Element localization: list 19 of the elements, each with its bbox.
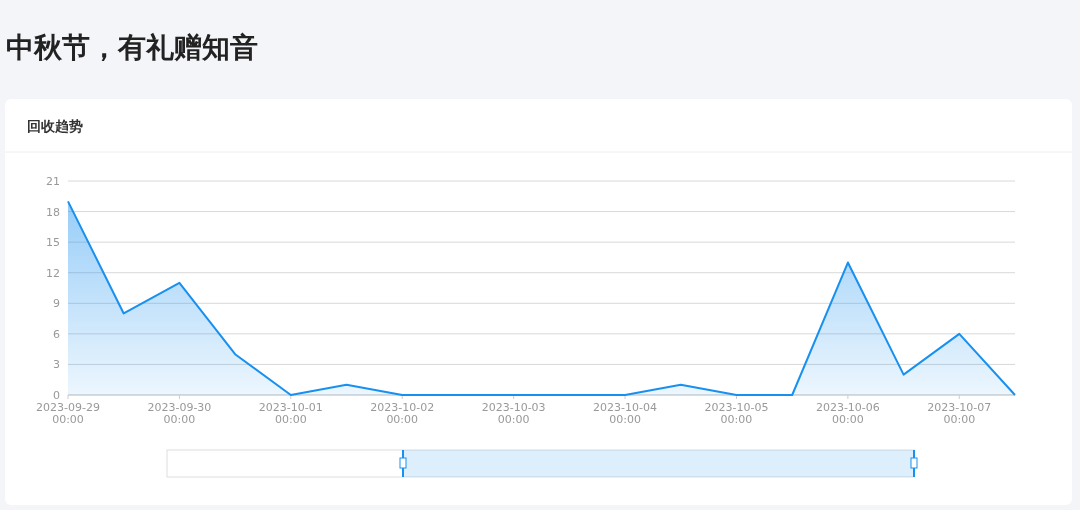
y-tick-label: 9 [53,297,60,311]
y-tick-label: 6 [53,327,60,341]
y-tick-label: 3 [53,358,60,372]
x-tick-label: 2023-10-06 00:00 [815,401,880,426]
x-tick-label: 2023-10-03 00:00 [481,401,546,426]
x-tick-label: 2023-09-29 00:00 [36,401,100,426]
x-tick-label: 2023-10-02 00:00 [370,401,435,426]
x-tick-label: 2023-09-30 00:00 [147,401,212,426]
x-tick-label: 2023-10-05 00:00 [704,401,769,426]
x-tick-label: 2023-10-07 00:00 [927,401,992,426]
chart-subtitle: 回收趋势 [27,118,83,134]
y-tick-label: 21 [46,175,60,188]
x-tick-label: 2023-10-04 00:00 [593,401,658,426]
y-tick-label: 0 [53,389,60,402]
chart-title: 中秋节，有礼赠知音 [6,31,258,64]
y-tick-label: 12 [46,266,60,280]
y-tick-label: 15 [46,236,60,250]
x-tick-label: 2023-10-01 00:00 [258,401,323,426]
y-tick-label: 18 [46,205,60,219]
